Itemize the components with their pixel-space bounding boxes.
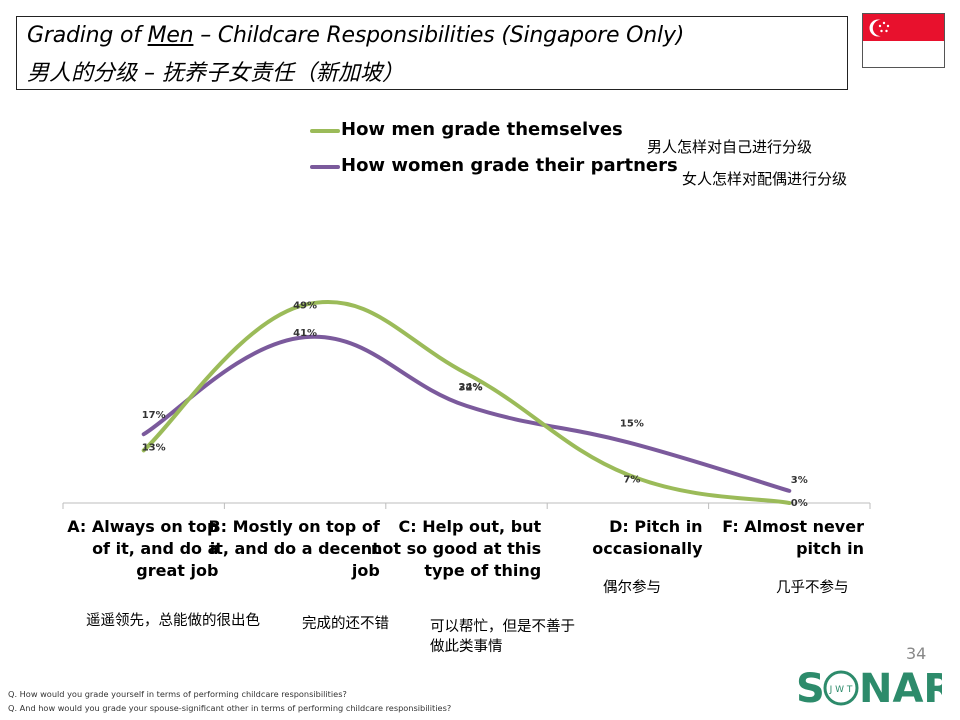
page-number: 34	[906, 644, 927, 663]
data-label-men-0: 13%	[142, 442, 166, 453]
page-title: Grading of Men – Childcare Responsibilit…	[27, 23, 685, 48]
category-chinese-c: 可以帮忙，但是不善于做此类事情	[430, 619, 575, 655]
data-label-women-2: 24%	[459, 382, 483, 393]
page-title-chinese: 男人的分级 – 抚养子女责任（新加坡）	[27, 61, 404, 86]
category-label-line: pitch in	[796, 539, 864, 558]
category-label-line: A: Always on top	[67, 517, 219, 536]
category-label-line: F: Almost never	[722, 517, 864, 536]
legend-label-women: How women grade their partners	[341, 155, 678, 176]
svg-text:J W T: J W T	[829, 685, 853, 695]
series-line-men	[141, 299, 792, 505]
singapore-flag-icon	[862, 13, 945, 68]
title-box: Grading of Men – Childcare Responsibilit…	[16, 16, 848, 90]
category-label-line: type of thing	[424, 561, 542, 580]
data-label-women-0: 17%	[142, 410, 166, 421]
series-line-women	[141, 334, 792, 493]
category-label-line: D: Pitch in	[609, 517, 703, 536]
svg-text:NAR: NAR	[859, 668, 942, 708]
legend-chinese-women: 女人怎样对配偶进行分级	[682, 170, 848, 188]
category-chinese-a: 遥遥领先，总能做的很出色	[86, 613, 260, 629]
legend-chinese-men: 男人怎样对自己进行分级	[647, 138, 813, 156]
category-label-line: great job	[136, 561, 219, 580]
svg-text:S: S	[796, 668, 825, 708]
footnote-question-2: Q. And how would you grade your spouse-s…	[8, 703, 452, 713]
category-label-line: of it, and do a	[92, 539, 219, 558]
legend-item-women: How women grade their partners	[310, 155, 678, 177]
data-label-men-4: 0%	[791, 498, 808, 509]
category-label-2: C: Help out, but not so good at this type …	[370, 516, 541, 582]
sonar-logo: S J W T NAR	[796, 668, 942, 708]
legend-swatch-women	[310, 165, 340, 169]
legend-swatch-men	[310, 129, 340, 133]
title-underlined-word: Men	[147, 23, 194, 48]
legend-label-men: How men grade themselves	[341, 119, 623, 140]
category-chinese-b: 完成的还不错	[302, 616, 389, 632]
data-label-men-1: 49%	[293, 301, 317, 312]
category-chinese-f: 几乎不参与	[776, 580, 849, 596]
footnote-question-1: Q. How would you grade yourself in terms…	[8, 689, 347, 699]
category-chinese-d: 偶尔参与	[603, 580, 661, 596]
legend-item-men: How men grade themselves	[310, 119, 623, 141]
category-label-0: A: Always on top of it, and do a great job	[47, 516, 218, 582]
category-label-line: job	[351, 561, 380, 580]
data-label-men-2: 32%	[459, 383, 483, 394]
category-label-4: F: Almost never pitch in	[693, 516, 864, 560]
data-label-women-1: 41%	[293, 328, 317, 339]
category-label-line: C: Help out, but	[398, 517, 542, 536]
data-label-men-3: 7%	[623, 475, 640, 486]
category-label-3: D: Pitch in occasionally	[531, 516, 702, 560]
category-label-line: not so good at this	[370, 539, 542, 558]
data-label-women-4: 3%	[791, 475, 808, 486]
data-label-women-3: 15%	[620, 418, 644, 429]
category-label-line: occasionally	[592, 539, 703, 558]
category-label-1: B: Mostly on top of it, and do a decent jo…	[208, 516, 379, 582]
category-label-line: it, and do a decent	[209, 539, 380, 558]
category-label-line: B: Mostly on top of	[208, 517, 380, 536]
